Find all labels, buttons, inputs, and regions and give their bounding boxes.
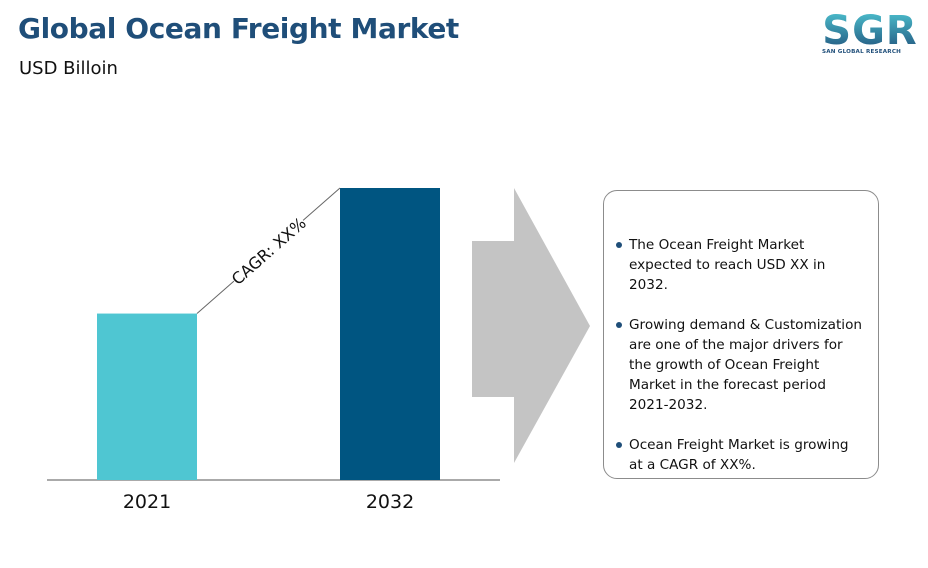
x-tick-label: 2032: [366, 491, 414, 513]
chart-title: Global Ocean Freight Market: [18, 12, 459, 45]
info-point: Ocean Freight Market is growing at a CAG…: [616, 435, 866, 475]
cagr-annotation: CAGR: XX%: [228, 214, 310, 289]
tick-labels-group: 2021 2032: [123, 491, 414, 513]
bar-2021: [97, 313, 197, 480]
bars-group: [97, 188, 440, 480]
chart-subtitle: USD Billoin: [19, 58, 118, 79]
annotation-group: CAGR: XX%: [196, 187, 341, 314]
bar-chart: 2021 2032 CAGR: XX%: [47, 187, 590, 513]
bullet-icon: [616, 322, 622, 328]
info-point-text: Growing demand & Customization are one o…: [629, 317, 863, 413]
cagr-line-left: [196, 280, 235, 314]
cagr-line-right: [302, 187, 341, 221]
arrow-shape: [472, 188, 590, 463]
x-tick-label: 2021: [123, 491, 171, 513]
logo-text: SGR: [822, 8, 917, 48]
info-point: The Ocean Freight Market expected to rea…: [616, 235, 866, 295]
info-box: The Ocean Freight Market expected to rea…: [603, 190, 879, 479]
info-point-text: The Ocean Freight Market expected to rea…: [629, 237, 826, 293]
info-point: Growing demand & Customization are one o…: [616, 315, 866, 415]
sgr-logo-mark: SGR: [822, 8, 917, 48]
bullet-icon: [616, 242, 622, 248]
bullet-icon: [616, 442, 622, 448]
bar-2032: [340, 188, 440, 480]
sgr-logo: SGR SAN GLOBAL RESEARCH: [820, 6, 920, 60]
info-point-text: Ocean Freight Market is growing at a CAG…: [629, 437, 849, 473]
logo-tagline: SAN GLOBAL RESEARCH: [822, 49, 902, 55]
info-list: The Ocean Freight Market expected to rea…: [616, 235, 866, 475]
